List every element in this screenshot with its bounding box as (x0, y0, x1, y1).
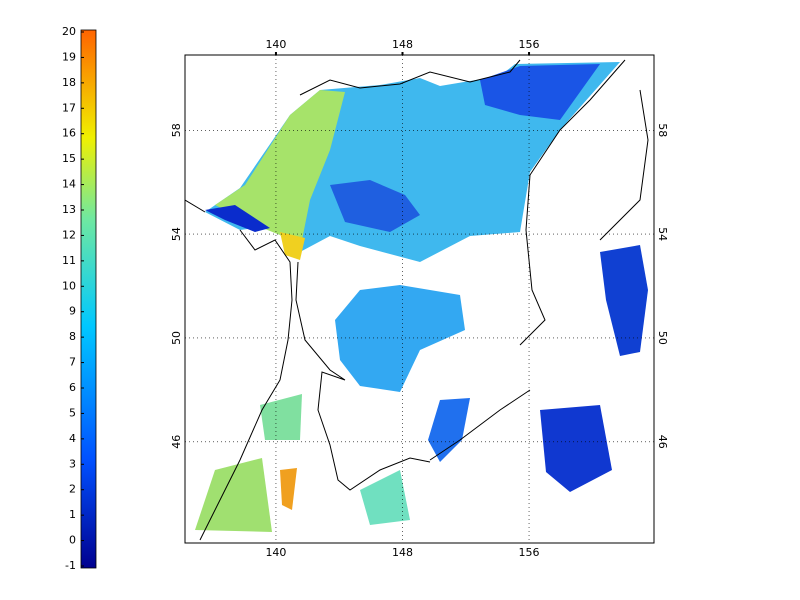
lon-label-top: 156 (519, 38, 540, 51)
colorbar-label: 6 (69, 381, 76, 394)
colorbar-label: 16 (62, 127, 76, 140)
sst-southwest (195, 458, 272, 532)
lat-label-left: 50 (170, 331, 183, 345)
colorbar-label: 20 (62, 25, 76, 38)
map-frame (184, 54, 655, 544)
sst-sakhalin-west (260, 394, 302, 440)
colorbar-label: 11 (62, 254, 76, 267)
colorbar-label: 13 (62, 203, 76, 216)
sst-cold-core (330, 180, 420, 232)
sst-warm-west (215, 90, 345, 250)
lon-label-top: 140 (265, 38, 286, 51)
colorbar-label: 1 (69, 508, 76, 521)
colorbar-label: 8 (69, 330, 76, 343)
lat-label-left: 46 (170, 435, 183, 449)
colorbar-label: 7 (69, 356, 76, 369)
frame-tick (528, 52, 531, 55)
lat-label-left: 58 (170, 123, 183, 137)
lon-label-bottom: 140 (265, 546, 286, 559)
coast-kurils (429, 389, 531, 461)
colorbar-label: 10 (62, 279, 76, 292)
colorbar-label: 18 (62, 76, 76, 89)
colorbar-label: 19 (62, 50, 76, 63)
map-border (184, 54, 655, 544)
colorbar-label: -1 (65, 559, 76, 572)
coastlines (185, 59, 649, 541)
colorbar-label: 12 (62, 228, 76, 241)
lat-label-right: 50 (656, 331, 669, 345)
lon-label-bottom: 156 (519, 546, 540, 559)
lon-label-bottom: 148 (392, 546, 413, 559)
frame-tick (401, 52, 404, 55)
colorbar-label: 3 (69, 457, 76, 470)
sst-kuril (428, 398, 470, 462)
data-field (195, 62, 648, 532)
lat-label-right: 58 (656, 123, 669, 137)
sst-cold-bay (205, 205, 270, 232)
colorbar-label: 14 (62, 178, 76, 191)
sst-hokkaido (360, 470, 410, 525)
colorbar-label: 5 (69, 406, 76, 419)
lat-label-left: 54 (170, 227, 183, 241)
sst-warm-strait (280, 232, 305, 260)
sst-east (600, 245, 648, 356)
lat-label-right: 54 (656, 227, 669, 241)
sst-southeast (540, 405, 612, 492)
lon-label-top: 148 (392, 38, 413, 51)
colorbar-label: 9 (69, 305, 76, 318)
colorbar-label: 4 (69, 432, 76, 445)
coast-sakhalin (295, 261, 431, 491)
frame-tick (274, 52, 277, 55)
colorbar (80, 29, 97, 569)
sst-mid (335, 285, 465, 392)
coast-kamchatka (519, 59, 649, 346)
sst-cold-ne (480, 64, 600, 120)
colorbar-label: 17 (62, 101, 76, 114)
colorbar-label: 15 (62, 152, 76, 165)
coast-mainland (185, 199, 293, 541)
lat-label-right: 46 (656, 435, 669, 449)
colorbar-label: 2 (69, 483, 76, 496)
coast-north (299, 59, 521, 96)
sst-warm-south (280, 468, 297, 510)
colorbar-label: 0 (69, 534, 76, 547)
